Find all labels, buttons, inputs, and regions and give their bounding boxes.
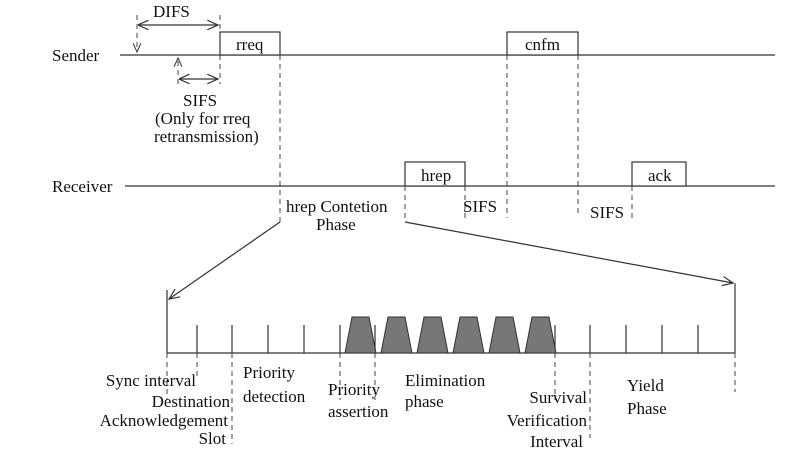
elim-label-1: Elimination bbox=[405, 371, 486, 390]
detect-label-1: Priority bbox=[243, 363, 295, 382]
elimination-burst bbox=[416, 316, 449, 354]
dest-label-2: Acknowledgement bbox=[100, 411, 229, 430]
surv-label-3: Interval bbox=[530, 432, 583, 450]
sifs-after-hrep: SIFS bbox=[463, 197, 497, 216]
sync-interval-label: Sync interval bbox=[106, 371, 196, 390]
sifs-label: SIFS bbox=[183, 91, 217, 110]
ack-frame bbox=[631, 161, 687, 187]
sifs-note-1: (Only for rreq bbox=[155, 109, 251, 128]
rreq-label: rreq bbox=[236, 35, 264, 54]
dest-label-1: Destination bbox=[152, 392, 231, 411]
hrep-label: hrep bbox=[421, 166, 451, 185]
elimination-burst bbox=[380, 316, 413, 354]
surv-label-2: Verification bbox=[507, 411, 588, 430]
rreq-frame bbox=[219, 31, 281, 56]
elimination-burst bbox=[452, 316, 485, 354]
hrep-frame bbox=[404, 161, 466, 187]
contention-phase-detail bbox=[166, 283, 736, 444]
sifs-before-ack: SIFS bbox=[590, 203, 624, 222]
contention-label-2: Phase bbox=[316, 215, 356, 234]
yield-label-2: Phase bbox=[627, 399, 667, 418]
assert-label-2: assertion bbox=[328, 402, 389, 421]
elimination-burst bbox=[524, 316, 557, 354]
cnfm-label: cnfm bbox=[525, 35, 560, 54]
elim-label-2: phase bbox=[405, 392, 444, 411]
difs-label: DIFS bbox=[153, 2, 190, 21]
detect-label-2: detection bbox=[243, 387, 306, 406]
surv-label-1: Survival bbox=[529, 388, 587, 407]
assert-label-1: Priority bbox=[328, 380, 380, 399]
sifs-note-2: retransmission) bbox=[154, 127, 259, 146]
sender-label: Sender bbox=[52, 46, 100, 65]
zoom-arrow-left bbox=[169, 221, 281, 299]
yield-label-1: Yield bbox=[627, 376, 664, 395]
elimination-burst bbox=[344, 316, 377, 354]
zoom-arrow-right bbox=[404, 221, 733, 283]
receiver-label: Receiver bbox=[52, 177, 113, 196]
contention-label-1: hrep Contetion bbox=[286, 197, 388, 216]
ack-label: ack bbox=[648, 166, 672, 185]
dest-label-3: Slot bbox=[199, 429, 227, 448]
elimination-burst bbox=[488, 316, 521, 354]
cnfm-frame bbox=[506, 31, 579, 56]
